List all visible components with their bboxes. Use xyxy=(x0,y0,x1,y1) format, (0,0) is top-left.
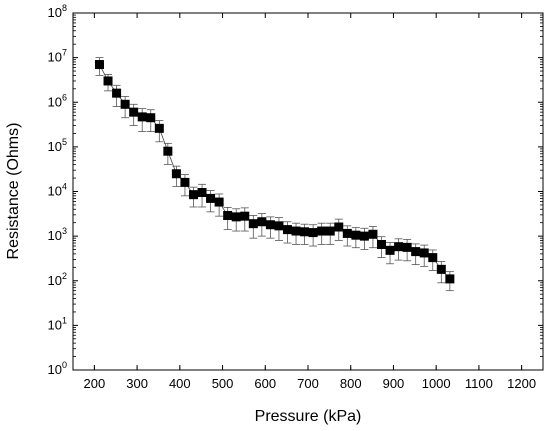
data-point xyxy=(248,219,258,229)
y-tick-label: 104 xyxy=(48,182,67,199)
data-point xyxy=(103,76,113,86)
data-point xyxy=(282,225,292,235)
data-point xyxy=(163,146,173,156)
x-tick-label: 800 xyxy=(340,376,362,391)
data-point xyxy=(180,177,190,187)
data-point xyxy=(154,123,164,133)
x-tick-label: 1000 xyxy=(422,376,451,391)
data-point xyxy=(436,264,446,274)
data-markers xyxy=(94,60,455,284)
x-tick-label: 400 xyxy=(169,376,191,391)
data-point xyxy=(419,248,429,258)
x-tick-label: 900 xyxy=(383,376,405,391)
x-tick-label: 1200 xyxy=(507,376,536,391)
data-point xyxy=(308,228,318,238)
data-point xyxy=(376,239,386,249)
data-point xyxy=(94,60,104,70)
data-point xyxy=(428,253,438,263)
data-point xyxy=(402,242,412,252)
data-point xyxy=(137,112,147,122)
x-tick-label: 1100 xyxy=(465,376,493,391)
data-point xyxy=(368,229,378,239)
y-tick-label: 103 xyxy=(48,226,67,243)
data-point xyxy=(197,187,207,197)
x-tick-label: 700 xyxy=(297,376,319,391)
y-axis-title: Resistance (Ohms) xyxy=(5,123,22,260)
data-point xyxy=(291,226,301,236)
data-point xyxy=(257,217,267,227)
data-point xyxy=(120,99,130,109)
data-point xyxy=(411,247,421,257)
data-point xyxy=(188,190,198,200)
x-axis: 200 300 400 500 600 700 800 900 1000 1100 1200 xyxy=(84,13,536,391)
data-point xyxy=(146,113,156,123)
data-point xyxy=(240,211,250,221)
plot-frame xyxy=(72,12,544,371)
data-point xyxy=(334,222,344,232)
data-point xyxy=(231,212,241,222)
x-axis-title: Pressure (kPa) xyxy=(255,408,362,425)
x-tick-label: 300 xyxy=(126,376,148,391)
y-tick-label: 102 xyxy=(48,271,67,288)
data-point xyxy=(351,230,361,240)
data-point xyxy=(223,210,233,220)
y-tick-label: 108 xyxy=(48,3,67,20)
y-tick-label: 105 xyxy=(48,137,67,154)
y-tick-label: 107 xyxy=(48,48,67,65)
y-tick-label: 101 xyxy=(48,315,67,332)
data-point xyxy=(206,193,216,203)
y-tick-label: 106 xyxy=(48,92,67,109)
data-point xyxy=(265,220,275,230)
y-axis: 100 101 102 103 104 105 106 107 108 xyxy=(48,3,543,377)
data-point xyxy=(171,169,181,179)
data-point xyxy=(112,88,122,98)
data-point xyxy=(325,226,335,236)
data-point xyxy=(342,228,352,238)
data-point xyxy=(359,231,369,241)
data-point xyxy=(394,242,404,252)
data-point xyxy=(214,197,224,207)
x-tick-label: 500 xyxy=(212,376,234,391)
data-point xyxy=(317,226,327,236)
data-point xyxy=(445,274,455,284)
y-tick-label: 100 xyxy=(48,360,67,377)
error-bars xyxy=(95,57,454,292)
data-point xyxy=(129,107,139,117)
x-tick-label: 600 xyxy=(254,376,276,391)
data-point xyxy=(274,221,284,231)
data-point xyxy=(385,245,395,255)
data-point xyxy=(300,227,310,237)
x-tick-label: 200 xyxy=(84,376,106,391)
